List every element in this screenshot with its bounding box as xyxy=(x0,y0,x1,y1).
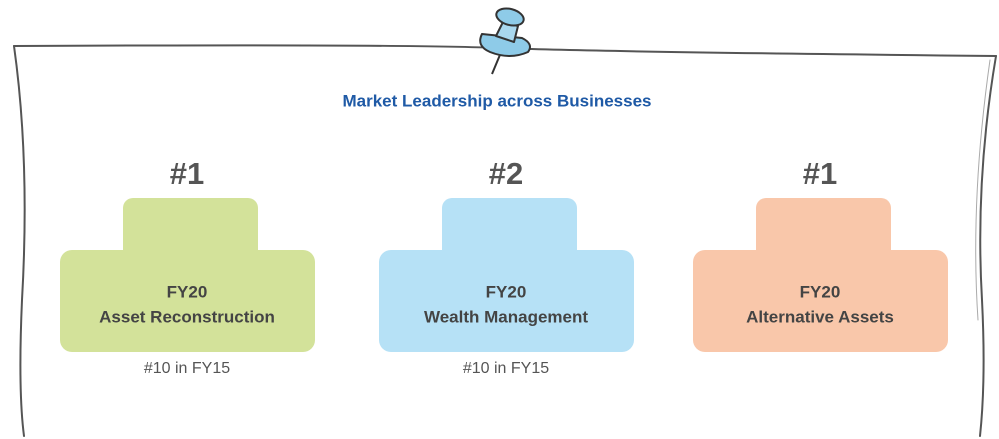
note: #10 in FY15 xyxy=(463,360,549,377)
podium-base xyxy=(60,250,315,352)
rank: #2 xyxy=(489,156,523,191)
note: #10 in FY15 xyxy=(144,360,230,377)
year: FY20 xyxy=(800,282,841,301)
rank: #1 xyxy=(170,156,204,191)
paper-right-edge xyxy=(979,55,997,437)
paper-shadow xyxy=(975,59,991,321)
podium-base xyxy=(379,250,634,352)
podium-base xyxy=(693,250,948,352)
pin-head xyxy=(495,7,525,27)
pin-base xyxy=(479,33,531,57)
business: Asset Reconstruction xyxy=(99,307,275,326)
year: FY20 xyxy=(486,282,527,301)
business: Alternative Assets xyxy=(746,307,894,326)
business: Wealth Management xyxy=(424,307,588,326)
push-pin xyxy=(479,7,531,75)
rank: #1 xyxy=(803,156,837,191)
paper-left-edge xyxy=(13,45,26,437)
year: FY20 xyxy=(167,282,208,301)
title: Market Leadership across Businesses xyxy=(343,91,652,110)
